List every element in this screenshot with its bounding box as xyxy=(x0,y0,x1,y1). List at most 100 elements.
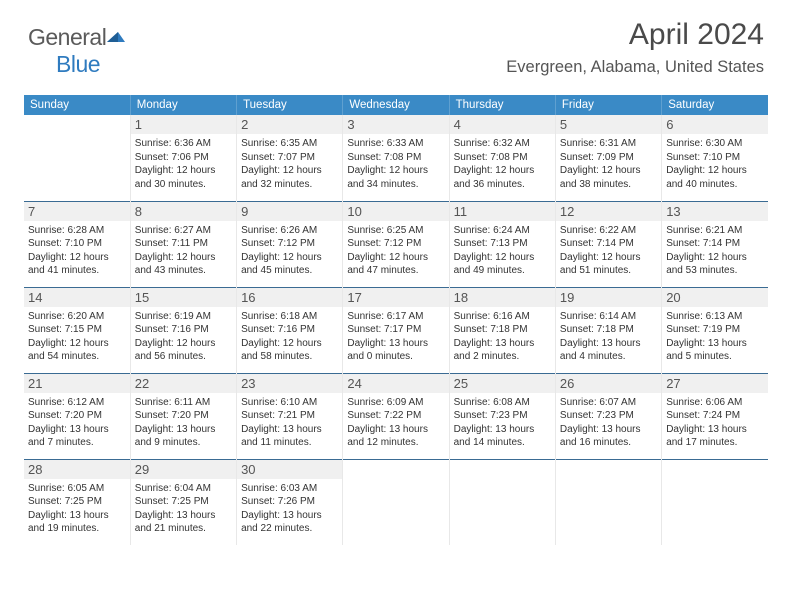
daylight-line: Daylight: 12 hours and 49 minutes. xyxy=(454,252,535,277)
calendar-cell: 30Sunrise: 6:03 AMSunset: 7:26 PMDayligh… xyxy=(237,459,343,545)
daylight-line: Daylight: 12 hours and 36 minutes. xyxy=(454,165,535,190)
day-number: 2 xyxy=(237,115,342,134)
daylight-line: Daylight: 13 hours and 21 minutes. xyxy=(135,510,216,535)
sunset-line: Sunset: 7:25 PM xyxy=(28,496,102,507)
daylight-line: Daylight: 13 hours and 5 minutes. xyxy=(666,338,747,363)
calendar-cell: 1Sunrise: 6:36 AMSunset: 7:06 PMDaylight… xyxy=(130,115,236,201)
day-info: Sunrise: 6:04 AM Sunset: 7:25 PM Daylight:… xyxy=(135,482,232,536)
daylight-line: Daylight: 12 hours and 54 minutes. xyxy=(28,338,109,363)
calendar-cell: 16 Sunrise: 6:18 AM Sunset: 7:16 PM Dayligh… xyxy=(237,287,343,373)
day-info: Sunrise: 6:19 AMSunset: 7:16 PMDaylight:… xyxy=(135,310,232,364)
sunrise-line: Sunrise: 6:11 AM xyxy=(135,397,210,408)
calendar-cell: 20Sunrise: 6:13 AMSunset: 7:19 PMDayligh… xyxy=(662,287,768,373)
sunrise-line: Sunrise: 6:21 AM xyxy=(666,225,742,236)
daylight-line: Daylight: 13 hours and 19 minutes. xyxy=(28,510,109,535)
logo-triangle-icon xyxy=(107,22,125,49)
sunrise-line: Sunrise: 6:20 AM xyxy=(28,311,104,322)
day-info: Sunrise: 6:28 AM Sunset: 7:10 PM Daylight:… xyxy=(28,224,126,278)
day-number: 28 xyxy=(24,460,130,479)
daylight-line: Daylight: 12 hours and 34 minutes. xyxy=(347,165,428,190)
day-info: Sunrise: 6:12 AMSunset: 7:20 PMDaylight:… xyxy=(28,396,126,450)
daylight-line: Daylight: 12 hours and 38 minutes. xyxy=(560,165,641,190)
day-number: 24 xyxy=(343,374,448,393)
sunrise-line: Sunrise: 6:03 AM xyxy=(241,483,317,494)
calendar-cell: 23Sunrise: 6:10 AMSunset: 7:21 PMDayligh… xyxy=(237,373,343,459)
day-info: Sunrise: 6:18 AM Sunset: 7:16 PM Daylight:… xyxy=(241,310,338,364)
calendar-cell: 27Sunrise: 6:06 AMSunset: 7:24 PMDayligh… xyxy=(662,373,768,459)
calendar-cell xyxy=(343,459,449,545)
day-number: 16 xyxy=(237,288,342,307)
daylight-line: Daylight: 12 hours and 45 minutes. xyxy=(241,252,322,277)
day-info: Sunrise: 6:17 AMSunset: 7:17 PMDaylight:… xyxy=(347,310,444,364)
col-tuesday: Tuesday xyxy=(237,95,343,115)
calendar-cell: 17 Sunrise: 6:17 AMSunset: 7:17 PMDayligh… xyxy=(343,287,449,373)
calendar-cell: 11Sunrise: 6:24 AMSunset: 7:13 PMDayligh… xyxy=(449,201,555,287)
day-number: 17 xyxy=(343,288,448,307)
sunrise-line: Sunrise: 6:17 AM xyxy=(347,311,423,322)
sunset-line: Sunset: 7:13 PM xyxy=(454,238,528,249)
page-title: April 2024 xyxy=(506,18,764,52)
sunrise-line: Sunrise: 6:13 AM xyxy=(666,311,742,322)
sunset-line: Sunset: 7:14 PM xyxy=(666,238,740,249)
calendar-cell: 3Sunrise: 6:33 AMSunset: 7:08 PMDaylight… xyxy=(343,115,449,201)
sunset-line: Sunset: 7:20 PM xyxy=(28,410,102,421)
calendar-row: 14Sunrise: 6:20 AMSunset: 7:15 PMDayligh… xyxy=(24,287,768,373)
day-number: 29 xyxy=(131,460,236,479)
sunrise-line: Sunrise: 6:31 AM xyxy=(560,138,636,149)
sunset-line: Sunset: 7:25 PM xyxy=(135,496,209,507)
day-info: Sunrise: 6:22 AMSunset: 7:14 PMDaylight:… xyxy=(560,224,657,278)
col-friday: Friday xyxy=(555,95,661,115)
col-saturday: Saturday xyxy=(662,95,768,115)
daylight-line: Daylight: 13 hours and 4 minutes. xyxy=(560,338,641,363)
day-number: 19 xyxy=(556,288,661,307)
calendar-cell: 4Sunrise: 6:32 AMSunset: 7:08 PMDaylight… xyxy=(449,115,555,201)
sunrise-line: Sunrise: 6:04 AM xyxy=(135,483,211,494)
sunset-line: Sunset: 7:16 PM xyxy=(241,324,315,335)
sunrise-line: Sunrise: 6:18 AM xyxy=(241,311,317,322)
day-number: 12 xyxy=(556,202,661,221)
sunset-line: Sunset: 7:10 PM xyxy=(28,238,102,249)
daylight-line: Daylight: 13 hours and 12 minutes. xyxy=(347,424,428,449)
sunrise-line: Sunrise: 6:10 AM xyxy=(241,397,317,408)
calendar-row: 7Sunrise: 6:28 AMSunset: 7:10 PMDaylight… xyxy=(24,201,768,287)
daylight-line: Daylight: 12 hours and 40 minutes. xyxy=(666,165,747,190)
day-info: Sunrise: 6:32 AM Sunset: 7:08 PM Daylight:… xyxy=(454,137,551,191)
daylight-line: Daylight: 12 hours and 43 minutes. xyxy=(135,252,216,277)
sunrise-line: Sunrise: 6:32 AM xyxy=(454,138,530,149)
calendar-cell: 6Sunrise: 6:30 AMSunset: 7:10 PMDaylight… xyxy=(662,115,768,201)
day-number: 30 xyxy=(237,460,342,479)
calendar-cell: 9Sunrise: 6:26 AMSunset: 7:12 PMDaylight… xyxy=(237,201,343,287)
calendar-cell xyxy=(662,459,768,545)
calendar-cell: 21Sunrise: 6:12 AMSunset: 7:20 PMDayligh… xyxy=(24,373,130,459)
daylight-line: Daylight: 12 hours and 41 minutes. xyxy=(28,252,109,277)
day-info: Sunrise: 6:05 AMSunset: 7:25 PMDaylight:… xyxy=(28,482,126,536)
sunrise-line: Sunrise: 6:14 AM xyxy=(560,311,636,322)
calendar-row: 21Sunrise: 6:12 AMSunset: 7:20 PMDayligh… xyxy=(24,373,768,459)
day-info: Sunrise: 6:08 AMSunset: 7:23 PMDaylight:… xyxy=(454,396,551,450)
calendar-cell: 12 Sunrise: 6:22 AMSunset: 7:14 PMDayligh… xyxy=(555,201,661,287)
sunrise-line: Sunrise: 6:25 AM xyxy=(347,225,423,236)
day-number: 8 xyxy=(131,202,236,221)
calendar-header-row: Sunday Monday Tuesday Wednesday Thursday… xyxy=(24,95,768,115)
day-info: Sunrise: 6:10 AMSunset: 7:21 PMDaylight:… xyxy=(241,396,338,450)
day-info: Sunrise: 6:36 AMSunset: 7:06 PMDaylight:… xyxy=(135,137,232,191)
logo-text-general: General xyxy=(28,24,106,50)
sunrise-line: Sunrise: 6:28 AM xyxy=(28,225,104,236)
sunset-line: Sunset: 7:09 PM xyxy=(560,152,634,163)
day-info: Sunrise: 6:16 AMSunset: 7:18 PMDaylight:… xyxy=(454,310,551,364)
sunrise-line: Sunrise: 6:19 AM xyxy=(135,311,211,322)
day-number: 9 xyxy=(237,202,342,221)
day-number: 18 xyxy=(450,288,555,307)
calendar-table: Sunday Monday Tuesday Wednesday Thursday… xyxy=(24,95,768,545)
daylight-line: Daylight: 12 hours and 56 minutes. xyxy=(135,338,216,363)
sunrise-line: Sunrise: 6:27 AM xyxy=(135,225,211,236)
calendar-cell: 25Sunrise: 6:08 AMSunset: 7:23 PMDayligh… xyxy=(449,373,555,459)
sunset-line: Sunset: 7:08 PM xyxy=(454,152,528,163)
logo-text-blue: Blue xyxy=(56,51,100,77)
sunset-line: Sunset: 7:11 PM xyxy=(135,238,208,249)
sunrise-line: Sunrise: 6:08 AM xyxy=(454,397,530,408)
daylight-line: Daylight: 12 hours and 58 minutes. xyxy=(241,338,322,363)
calendar-cell: 7Sunrise: 6:28 AMSunset: 7:10 PMDaylight… xyxy=(24,201,130,287)
sunset-line: Sunset: 7:23 PM xyxy=(560,410,634,421)
calendar-cell: 15Sunrise: 6:19 AMSunset: 7:16 PMDayligh… xyxy=(130,287,236,373)
